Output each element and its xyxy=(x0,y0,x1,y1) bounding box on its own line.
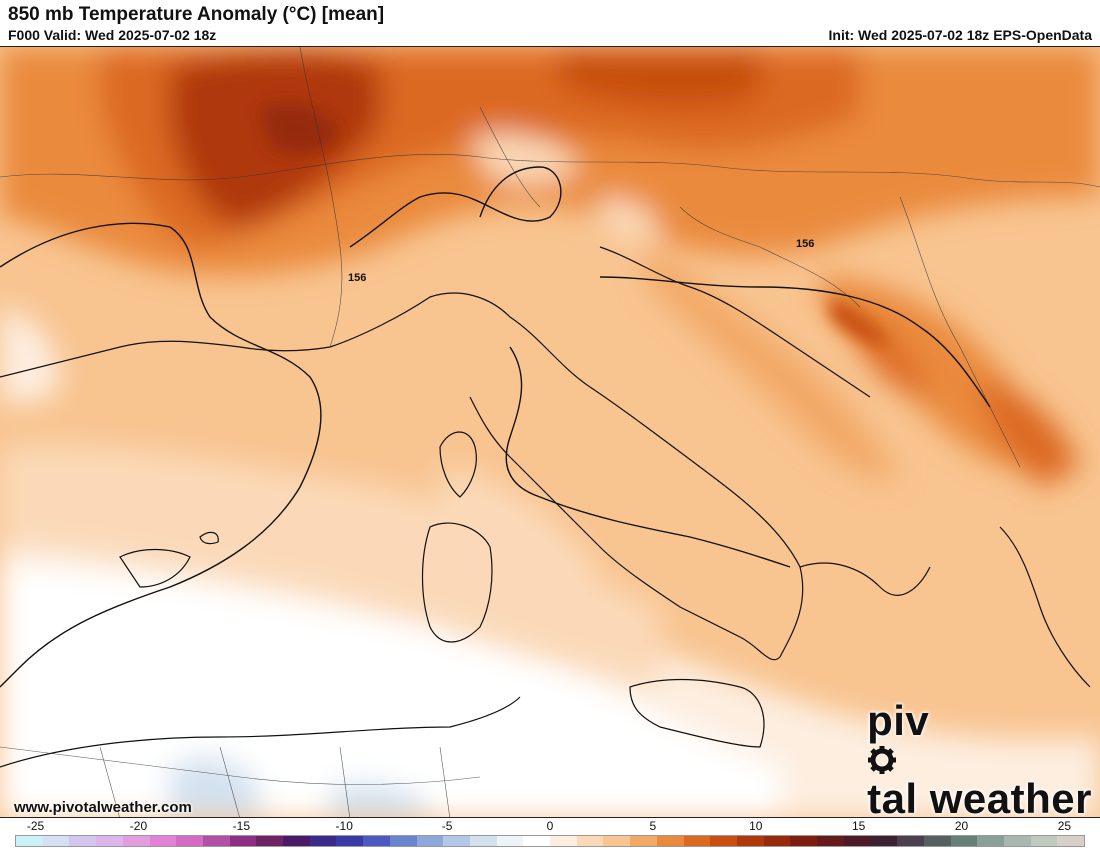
colorbar-tick-label: 5 xyxy=(649,819,657,833)
colorbar-tick-label: -20 xyxy=(129,819,148,833)
colorbar-swatch xyxy=(977,836,1005,846)
colorbar-swatch xyxy=(122,836,150,846)
colorbar-legend xyxy=(15,835,1085,847)
colorbar-swatch xyxy=(469,836,497,846)
colorbar-swatch xyxy=(256,836,284,846)
colorbar-swatch xyxy=(149,836,177,846)
colorbar-swatch xyxy=(630,836,657,846)
colorbar-swatch xyxy=(790,836,818,846)
colorbar-swatch xyxy=(817,836,844,846)
colorbar-swatch xyxy=(950,836,978,846)
colorbar-swatch xyxy=(202,836,230,846)
colorbar-swatch xyxy=(763,836,791,846)
colorbar-swatch xyxy=(416,836,444,846)
map-title: 850 mb Temperature Anomaly (°C) [mean] xyxy=(8,4,385,25)
colorbar-swatch xyxy=(897,836,924,846)
anomaly-map[interactable]: 156 156 www.pivotalweather.com piv tal we… xyxy=(0,46,1100,818)
colorbar-tick-label: -25 xyxy=(26,819,45,833)
colorbar-swatch xyxy=(309,836,337,846)
init-time-label: Init: Wed 2025-07-02 18z EPS-OpenData xyxy=(828,27,1093,43)
contour-label: 156 xyxy=(796,238,814,250)
website-credit: www.pivotalweather.com xyxy=(14,799,192,816)
colorbar-swatch xyxy=(443,836,470,846)
colorbar-swatch xyxy=(550,836,577,846)
colorbar-tick-label: -10 xyxy=(335,819,353,833)
colorbar-swatch xyxy=(1057,836,1085,846)
colorbar-swatch xyxy=(496,836,524,846)
colorbar-tick-label: -5 xyxy=(441,819,453,833)
colorbar-swatch xyxy=(1004,836,1031,846)
colorbar-tick-label: 0 xyxy=(546,819,554,833)
height-contour xyxy=(0,166,991,688)
colorbar-swatch xyxy=(576,836,604,846)
coastlines xyxy=(0,246,1091,768)
anomaly-shading xyxy=(0,47,1100,817)
gear-icon xyxy=(868,746,897,774)
colorbar-tick-label: 10 xyxy=(749,819,763,833)
colorbar-swatch xyxy=(42,836,70,846)
map-canvas: 156 156 xyxy=(0,47,1100,817)
colorbar-swatch xyxy=(176,836,203,846)
colorbar-swatch xyxy=(69,836,97,846)
colorbar-swatch xyxy=(283,836,310,846)
colorbar-swatch xyxy=(656,836,684,846)
colorbar-swatch xyxy=(710,836,737,846)
colorbar-swatch xyxy=(603,836,631,846)
map-header: 850 mb Temperature Anomaly (°C) [mean] F… xyxy=(0,0,1100,46)
colorbar-swatch xyxy=(389,836,417,846)
valid-time-label: F000 Valid: Wed 2025-07-02 18z xyxy=(8,27,217,43)
contour-label: 156 xyxy=(348,272,366,284)
admin-borders xyxy=(0,47,1100,817)
colorbar-tick-label: -15 xyxy=(232,819,251,833)
colorbar-swatch xyxy=(843,836,871,846)
colorbar-swatch xyxy=(683,836,711,846)
colorbar-swatch xyxy=(923,836,951,846)
colorbar-swatch xyxy=(16,836,43,846)
colorbar-swatch xyxy=(736,836,764,846)
colorbar-tick-label: 15 xyxy=(851,819,866,833)
colorbar-swatch xyxy=(336,836,364,846)
brand-logo-left: piv xyxy=(867,697,930,744)
colorbar-swatch xyxy=(229,836,257,846)
colorbar-swatch xyxy=(523,836,551,846)
brand-logo-right: tal weather xyxy=(867,775,1092,818)
colorbar-swatch xyxy=(363,836,390,846)
colorbar-tick-label: 25 xyxy=(1057,819,1072,833)
colorbar-swatch xyxy=(1030,836,1058,846)
colorbar-swatch xyxy=(870,836,898,846)
brand-logo: piv tal weather xyxy=(867,697,1092,818)
colorbar-swatch xyxy=(96,836,123,846)
colorbar-ticks: -25 -20 -15 -10 -5 0 5 10 15 20 25 xyxy=(15,819,1085,835)
anomaly-detail xyxy=(260,103,890,347)
colorbar-tick-label: 20 xyxy=(954,819,969,833)
